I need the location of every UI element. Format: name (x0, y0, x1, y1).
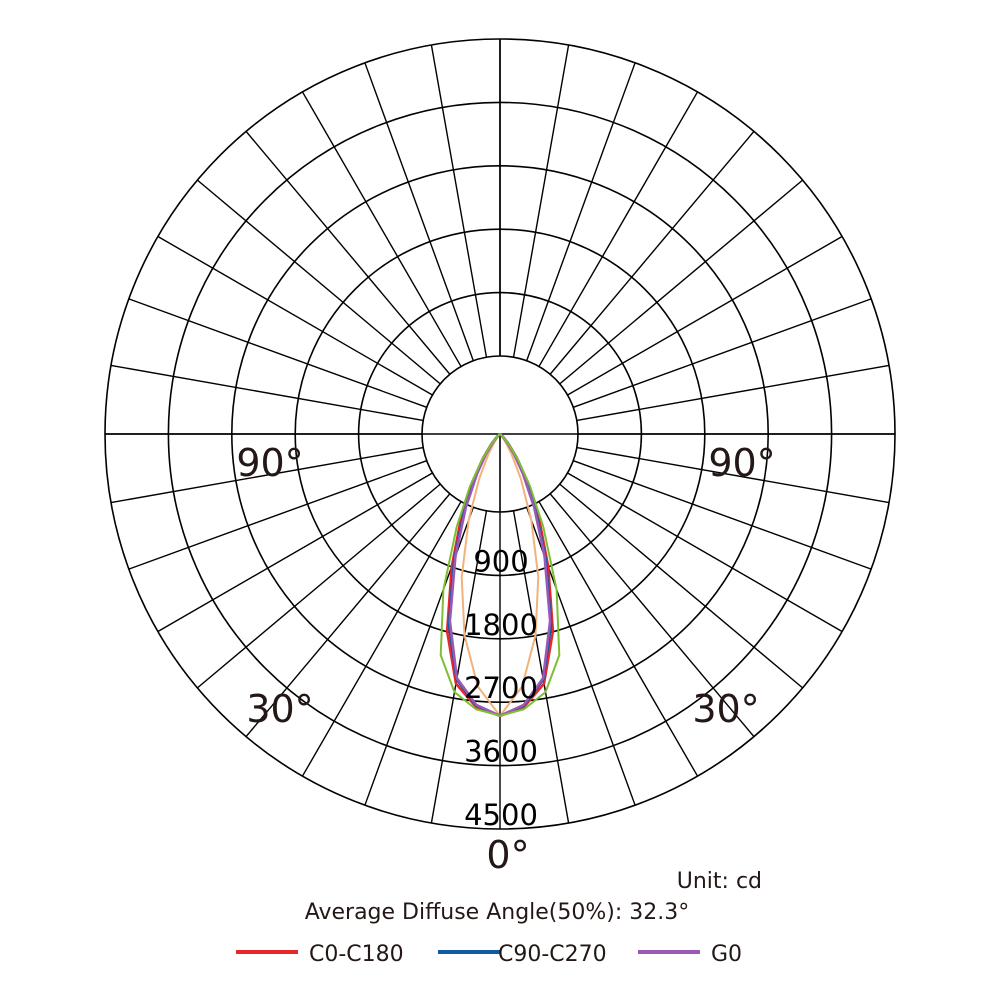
grid-spoke-190 (110, 364, 424, 422)
grid-spoke-120 (301, 501, 462, 777)
grid-spoke-130 (245, 493, 451, 738)
ring-label-1800: 1800 (464, 608, 538, 642)
grid-spoke-10 (576, 446, 890, 504)
angle-label-right-30: 30° (692, 687, 759, 731)
grid-spoke-80 (512, 510, 570, 824)
legend-label-g0: G0 (711, 942, 742, 967)
legend-item-g0: G0 (638, 942, 742, 967)
grid-spoke-160 (128, 460, 427, 570)
extra-curve-0 (439, 433, 561, 717)
legend-label-c0-c180: C0-C180 (309, 942, 404, 967)
grid-spoke-230 (245, 130, 451, 375)
legend-item-c0-c180: C0-C180 (236, 942, 404, 967)
grid-spoke-200 (128, 298, 427, 408)
grid-spoke-250 (364, 62, 474, 361)
grid-spoke-300 (538, 91, 699, 367)
angle-label-right-90: 90° (708, 441, 775, 485)
grid-spoke-40 (559, 483, 804, 689)
ring-label-900: 900 (473, 544, 528, 578)
grid-spoke-350 (576, 364, 890, 422)
ring-label-2700: 2700 (464, 671, 538, 705)
unit-label: Unit: cd (677, 869, 762, 894)
average-angle-label: Average Diffuse Angle(50%): 32.3° (305, 900, 690, 925)
grid-spoke-100 (430, 510, 488, 824)
grid-spoke-20 (573, 460, 872, 570)
ring-label-3600: 3600 (464, 735, 538, 769)
grid-spoke-50 (549, 493, 755, 738)
legend-item-c90-c270: C90-C270 (438, 942, 607, 967)
grid-spoke-170 (110, 446, 424, 504)
grid-spoke-150 (157, 472, 433, 633)
legend-label-c90-c270: C90-C270 (498, 942, 607, 967)
grid-spoke-260 (430, 44, 488, 358)
grid-spoke-280 (512, 44, 570, 358)
grid-spoke-240 (301, 91, 462, 367)
grid-spoke-330 (567, 235, 843, 396)
grid-spoke-60 (538, 501, 699, 777)
angle-label-bottom-0: 0° (486, 833, 529, 877)
grid-spoke-30 (567, 472, 843, 633)
angle-label-left-90: 90° (236, 441, 303, 485)
intensity-curves (439, 432, 561, 718)
grid-spoke-210 (157, 235, 433, 396)
grid-spoke-140 (196, 483, 441, 689)
grid-spoke-220 (196, 179, 441, 385)
grid-spoke-290 (526, 62, 636, 361)
grid-spoke-310 (549, 130, 755, 375)
grid-spoke-320 (559, 179, 804, 385)
ring-labels: 900 1800 2700 3600 4500 (464, 544, 538, 832)
angle-label-left-30: 30° (246, 687, 313, 731)
polar-grid (104, 38, 896, 830)
legend: C0-C180 C90-C270 G0 (236, 942, 742, 967)
grid-spoke-340 (573, 298, 872, 408)
ring-label-4500: 4500 (464, 798, 538, 832)
